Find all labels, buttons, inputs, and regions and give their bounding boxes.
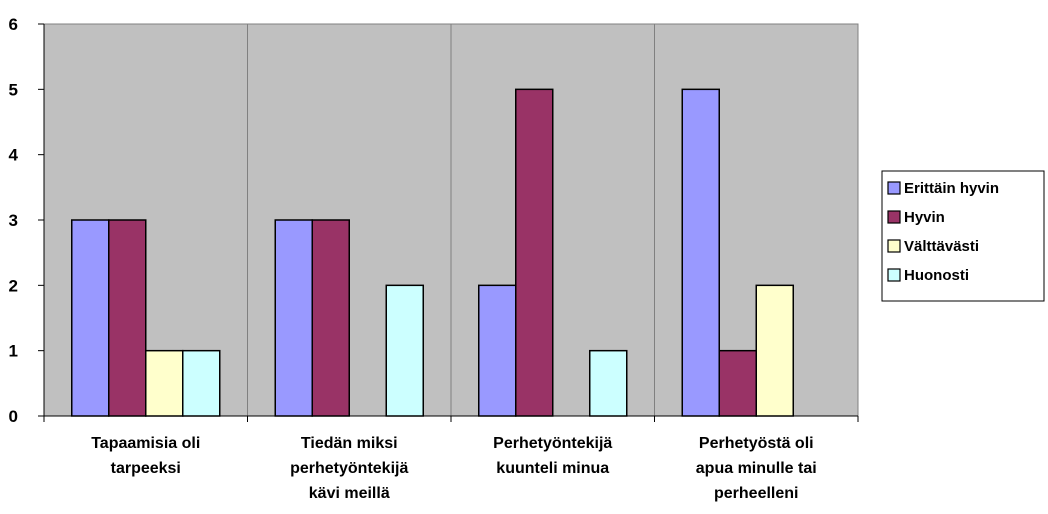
y-tick-label: 6: [9, 15, 18, 34]
y-tick-label: 3: [9, 211, 18, 230]
bar: [385, 284, 424, 417]
x-category-label: Tapaamisia oli tarpeeksi: [91, 435, 200, 477]
x-category-label: Perhetyöstä oli apua minulle tai perheelle…: [696, 435, 817, 502]
y-axis-ticks: 0 1 2 3 4 5 6: [9, 15, 44, 426]
category-dividers: [247, 24, 655, 416]
y-tick-label: 0: [9, 407, 18, 426]
legend-swatch: [887, 210, 901, 224]
bar: [589, 349, 628, 417]
bar: [182, 349, 221, 417]
legend-box: [881, 170, 1045, 302]
legend-label: Erittäin hyvin: [904, 180, 999, 197]
bar: [311, 219, 350, 417]
bar: [145, 349, 184, 417]
x-axis-ticks: [43, 416, 859, 422]
legend-swatch: [887, 268, 901, 282]
y-tick-label: 1: [9, 342, 18, 361]
bar: [755, 284, 794, 417]
x-category-label: Tiedän miksi perhetyöntekijä kävi meillä: [290, 435, 408, 502]
x-axis-labels: Tapaamisia oli tarpeeksi Tiedän miksi perhe…: [91, 435, 817, 502]
bar: [681, 88, 720, 417]
bars: [71, 88, 794, 417]
bar: [478, 284, 517, 417]
legend: Erittäin hyvin Hyvin Välttävästi Huonosti: [881, 170, 1045, 302]
bar: [718, 349, 757, 417]
legend-label: Hyvin: [904, 209, 945, 226]
bar: [71, 219, 110, 417]
legend-label: Välttävästi: [904, 238, 979, 255]
y-tick-label: 2: [9, 276, 18, 295]
y-tick-label: 4: [9, 146, 19, 165]
bar: [108, 219, 147, 417]
legend-swatch: [887, 239, 901, 253]
bar: [515, 88, 554, 417]
legend-swatch: [887, 181, 901, 195]
y-tick-label: 5: [9, 80, 18, 99]
x-category-label: Perhetyöntekijä kuunteli minua: [493, 435, 612, 477]
legend-label: Huonosti: [904, 267, 969, 284]
bar: [274, 219, 313, 417]
